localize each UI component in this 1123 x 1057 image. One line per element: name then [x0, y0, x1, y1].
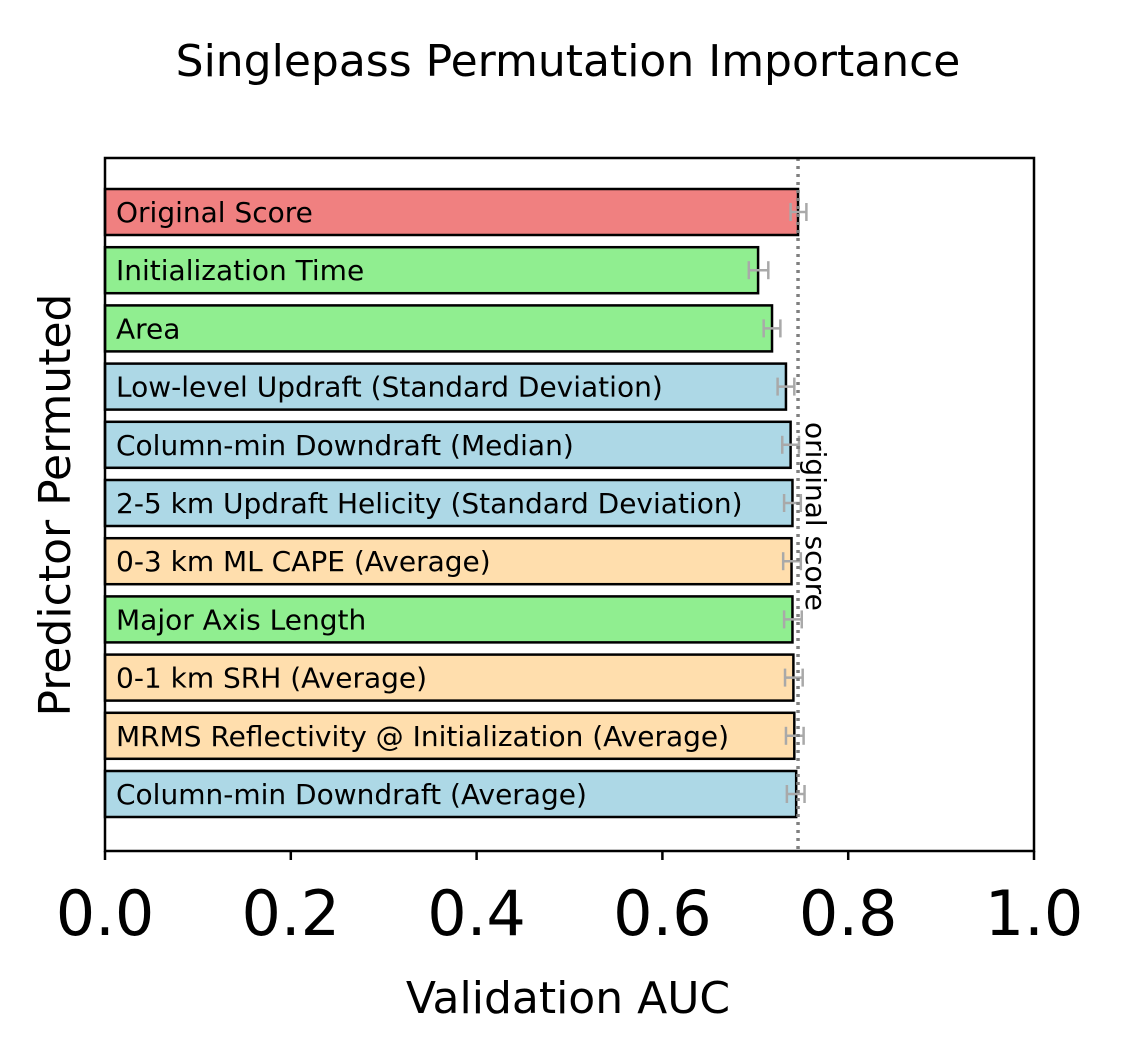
x-tick-label-4: 0.8: [799, 877, 898, 950]
bar-label-5: 2-5 km Updraft Helicity (Standard Deviat…: [116, 487, 743, 520]
error-bar-7: [782, 610, 803, 629]
x-tick-label-5: 1.0: [985, 877, 1084, 950]
error-bars-layer: [747, 203, 808, 803]
bar-label-1: Initialization Time: [116, 254, 364, 287]
x-tick-label-3: 0.6: [613, 877, 712, 950]
bar-label-0: Original Score: [116, 196, 313, 229]
x-tick-label-1: 0.2: [241, 877, 340, 950]
bar-label-2: Area: [116, 312, 180, 345]
error-bar-0: [789, 203, 808, 221]
reference-line-label: original score: [799, 422, 832, 611]
error-bar-3: [776, 377, 796, 396]
error-bar-6: [781, 552, 803, 571]
bar-6: [103, 536, 793, 586]
error-bar-9: [784, 726, 805, 745]
bar-label-4: Column-min Downdraft (Median): [116, 429, 574, 462]
error-bar-10: [785, 785, 806, 803]
bars-layer: [103, 187, 800, 819]
bar-1: [103, 245, 760, 295]
x-tick-label-0: 0.0: [56, 877, 155, 950]
plot-frame: [103, 156, 1036, 853]
x-tick-label-2: 0.4: [427, 877, 526, 950]
bar-4: [103, 420, 792, 470]
x-axis-ticks: 0.0 0.2 0.4 0.6 0.8 1.0: [56, 851, 1084, 950]
bar-label-9: MRMS Reflectivity @ Initialization (Aver…: [116, 720, 729, 753]
bar-label-3: Low-level Updraft (Standard Deviation): [116, 371, 663, 404]
error-bar-8: [783, 668, 804, 687]
chart-title: Singlepass Permutation Importance: [176, 36, 961, 87]
bar-label-10: Column-min Downdraft (Average): [116, 778, 587, 811]
bar-label-6: 0-3 km ML CAPE (Average): [116, 545, 491, 578]
bar-label-8: 0-1 km SRH (Average): [116, 662, 427, 695]
bar-2: [103, 304, 774, 353]
y-axis-label: Predictor Permuted: [30, 294, 81, 717]
error-bar-1: [747, 261, 770, 280]
x-axis-label: Validation AUC: [406, 973, 730, 1024]
reference-line-layer: original score: [796, 158, 832, 851]
error-bar-2: [762, 319, 782, 338]
bar-label-7: Major Axis Length: [116, 603, 366, 636]
bar-labels-layer: Original Score Initialization Time Area Low…: [116, 196, 743, 811]
